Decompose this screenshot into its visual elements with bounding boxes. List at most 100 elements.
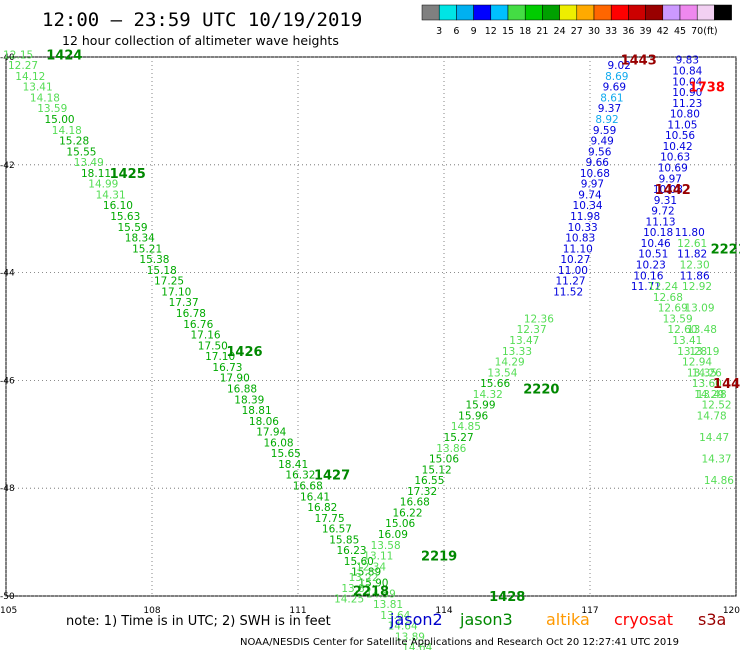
colorbar-swatch [421, 4, 440, 21]
wave-height-value: 11.23 [672, 98, 702, 110]
wave-height-value: 13.60 [692, 378, 722, 390]
y-tick-label: -46 [0, 376, 15, 386]
wave-height-value: 14.18 [52, 125, 82, 137]
wave-height-value: 16.68 [400, 497, 430, 509]
wave-height-value: 12.36 [524, 313, 554, 325]
wave-height-value: 11.71 [631, 281, 661, 293]
wave-height-value: 13.33 [502, 346, 532, 358]
wave-height-value: 17.75 [315, 513, 345, 525]
wave-height-value: 12.34 [356, 561, 386, 573]
wave-height-value: 17.16 [191, 330, 221, 342]
wave-height-value: 16.10 [103, 200, 133, 212]
wave-height-value: 16.82 [307, 502, 337, 514]
chart-title: 12:00 – 23:59 UTC 10/19/2019 [42, 9, 362, 31]
pass-number-label: 1441 [713, 377, 740, 392]
wave-height-value: 15.18 [147, 265, 177, 277]
wave-height-value: 14.29 [694, 389, 724, 401]
pass-number-label: 1427 [314, 469, 350, 484]
wave-height-value: 10.51 [638, 249, 668, 261]
colorbar-swatch [696, 4, 715, 21]
wave-height-value: 14.64 [402, 642, 432, 650]
wave-height-value: 9.02 [608, 60, 631, 72]
wave-height-value: 12.52 [702, 400, 732, 412]
wave-height-value: 18.39 [234, 394, 264, 406]
wave-height-value: 10.16 [633, 270, 663, 282]
wave-height-value: 17.94 [256, 427, 286, 439]
wave-height-value: 13.41 [23, 82, 53, 94]
wave-height-value: 9.66 [586, 157, 610, 169]
wave-height-value: 9.74 [578, 189, 602, 201]
wave-height-value: 12.69 [658, 303, 688, 315]
wave-height-value: 14.59 [366, 588, 396, 600]
pass-number-label: 1426 [226, 345, 262, 360]
wave-height-value: 15.06 [385, 518, 415, 530]
wave-height-value: 9.49 [590, 136, 613, 148]
wave-height-value: 9.72 [651, 206, 674, 218]
wave-height-value: 9.83 [676, 55, 699, 67]
colorbar-swatch [662, 4, 681, 21]
wave-height-value: 13.49 [74, 157, 104, 169]
chart-subtitle: 12 hour collection of altimeter wave hei… [62, 33, 339, 48]
wave-height-value: 12.27 [8, 60, 38, 72]
wave-height-value: 13.86 [436, 443, 466, 455]
wave-height-value: 12.61 [677, 238, 707, 250]
pass-number-label: 2220 [523, 382, 559, 397]
pass-number-label: 2219 [421, 550, 457, 565]
wave-height-value: 15.90 [358, 578, 388, 590]
wave-height-value: 14.31 [96, 189, 126, 201]
colorbar-label: 30 [588, 26, 600, 37]
wave-height-value: 10.34 [573, 200, 603, 212]
wave-height-value: 16.57 [322, 524, 352, 536]
wave-height-value: 15.99 [465, 400, 495, 412]
colorbar-swatch [524, 4, 543, 21]
wave-height-value: 10.56 [665, 130, 695, 142]
wave-height-value: 11.10 [563, 243, 593, 255]
wave-height-value: 15.60 [344, 556, 374, 568]
wave-height-value: 16.08 [264, 437, 294, 449]
wave-height-value: 15.96 [458, 410, 488, 422]
wave-height-value: 13.11 [363, 551, 393, 563]
pass-number-label: 1428 [489, 590, 525, 605]
colorbar-label: 15 [502, 26, 514, 37]
wave-height-value: 9.97 [659, 173, 682, 185]
wave-height-value: 13.41 [672, 335, 702, 347]
wave-height-value: 14.78 [697, 410, 727, 422]
wave-height-value: 14.64 [388, 621, 418, 633]
colorbar-label: 6 [453, 26, 459, 37]
colorbar: 3 6 9 12 15 18 21 24 27 30 33 36 39 42 45 70 (ft) [421, 4, 732, 37]
wave-height-value: 15.63 [110, 211, 140, 223]
colorbar-label: 70 [691, 26, 703, 37]
wave-height-value: 17.32 [407, 486, 437, 498]
wave-height-value: 9.56 [588, 146, 612, 158]
wave-height-value: 14.32 [473, 389, 503, 401]
wave-height-value: 9.59 [593, 125, 616, 137]
wave-height-value: 15.59 [118, 222, 148, 234]
wave-height-value: 17.25 [154, 276, 184, 288]
wave-height-value: 18.11 [81, 168, 111, 180]
legend-jason3: jason3 [459, 610, 513, 629]
wave-height-value: 11.13 [646, 216, 676, 228]
wave-height-value: 11.00 [558, 265, 588, 277]
wave-height-value: 14.99 [88, 179, 118, 191]
colorbar-label: 18 [519, 26, 531, 37]
colorbar-swatch [593, 4, 612, 21]
wave-height-value: 14.26 [692, 367, 722, 379]
colorbar-label: 9 [471, 26, 477, 37]
wave-height-value: 12.15 [3, 49, 33, 61]
colorbar-swatch [490, 4, 509, 21]
colorbar-swatch [714, 4, 732, 21]
wave-height-value: 13.48 [687, 324, 717, 336]
wave-height-value: 10.68 [580, 168, 610, 180]
wave-height-value: 9.37 [598, 103, 621, 115]
wave-height-value: 10.63 [660, 152, 690, 164]
wave-height-value: 14.47 [699, 432, 729, 444]
colorbar-label: (ft) [703, 26, 717, 37]
wave-height-value: 15.27 [444, 432, 474, 444]
wave-height-value: 18.41 [278, 459, 308, 471]
wave-height-value: 11.27 [556, 276, 586, 288]
wave-height-value: 10.33 [568, 222, 598, 234]
colorbar-label: 39 [640, 26, 652, 37]
colorbar-swatch [438, 4, 457, 21]
wave-height-value: 17.10 [205, 351, 235, 363]
